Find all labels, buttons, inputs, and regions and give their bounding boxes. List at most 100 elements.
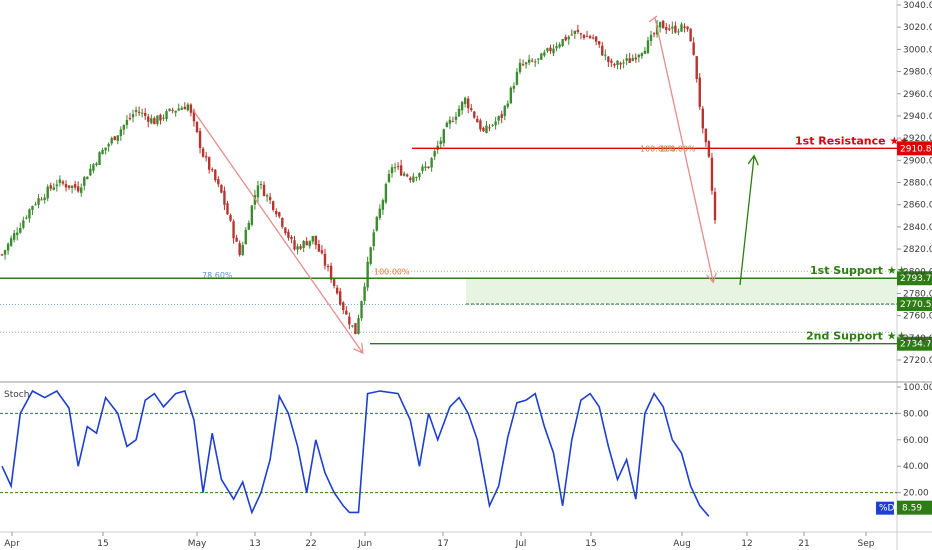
candle-body [348, 316, 351, 325]
candle-body [351, 325, 354, 327]
support-2-price-tag [897, 336, 932, 351]
candle-body [454, 116, 458, 120]
candle-body [226, 203, 229, 215]
candle-body [320, 250, 324, 254]
candle-body [34, 204, 37, 206]
stoch-d-line [1, 389, 710, 517]
candle-body [634, 57, 637, 60]
candle-body [238, 243, 241, 255]
candle-body [201, 148, 205, 157]
candle-body [686, 26, 689, 30]
resistance-1-price-tag-text: 2910.8 [900, 144, 932, 154]
candle-body [534, 61, 537, 63]
candle-body [598, 41, 601, 45]
candle-body [543, 52, 546, 56]
candle-body [134, 109, 138, 112]
candle-body [195, 121, 199, 133]
time-axis: Apr 15 May 13 22 Jun 17 Jul 15 Aug 12 21 Sep [4, 532, 875, 549]
time-tick-label: 12 [741, 539, 752, 549]
decline-arrow-may [192, 109, 362, 352]
candle-body [418, 172, 421, 178]
support-zone [466, 278, 897, 304]
support-zone-price-tag [897, 296, 932, 311]
candle-body [442, 129, 446, 144]
candle-body [308, 240, 311, 247]
candle-body [406, 174, 409, 177]
candle-body [378, 208, 382, 219]
candle-body [265, 195, 269, 197]
stoch-tick-label: 80.00 [903, 409, 929, 419]
price-tick-label: 3020.0 [903, 23, 932, 33]
candle-body [607, 56, 610, 63]
candle-body [211, 169, 214, 171]
sr-levels[interactable]: 1st Resistance ★★2910.8 1st Support ★★279… [0, 134, 932, 351]
candle-body [713, 191, 717, 221]
candle-body [372, 232, 375, 247]
candle-body [460, 101, 464, 111]
candle-body [399, 165, 403, 176]
stoch-value-tag [897, 500, 932, 515]
candle-body [189, 104, 193, 113]
candle-body [451, 121, 455, 123]
candle-body [186, 104, 190, 111]
candle-body [485, 125, 488, 134]
candle-body [95, 163, 98, 165]
candle-body [40, 199, 43, 201]
price-tick-label: 2800.0 [903, 267, 932, 277]
candle-body [683, 26, 686, 28]
candle-body [457, 108, 461, 117]
time-tick-label: Sep [858, 539, 875, 549]
time-tick-label: 22 [305, 539, 316, 549]
candle-body [631, 58, 634, 61]
time-tick-label: 15 [585, 539, 596, 549]
candle-body [311, 235, 314, 242]
candle-body [92, 164, 95, 171]
candle-body [381, 200, 385, 210]
stoch-label: Stoch [4, 390, 29, 400]
price-tick-label: 2920.0 [903, 134, 932, 144]
candle-body [204, 156, 208, 158]
candle-body [250, 205, 254, 225]
candle-body [491, 124, 494, 126]
candle-body [412, 176, 415, 182]
candle-body [16, 232, 19, 236]
candle-body [296, 246, 299, 250]
price-tick-label: 2760.0 [903, 312, 932, 322]
candle-body [662, 20, 665, 29]
candle-body [665, 27, 668, 31]
time-tick-label: Jul [515, 539, 527, 549]
candle-body [445, 122, 449, 128]
candle-body [512, 85, 516, 89]
decline-arrow-aug-tail [648, 15, 658, 23]
candle-body [67, 185, 71, 188]
candle-body [424, 166, 427, 169]
candle-body [625, 58, 628, 61]
candle-body [549, 47, 552, 52]
candle-body [284, 227, 287, 234]
candle-body [540, 53, 543, 60]
candle-body [52, 187, 55, 190]
support-1-label: 1st Support ★★ [810, 264, 907, 277]
candle-body [22, 220, 25, 228]
candle-body [229, 215, 232, 221]
candle-body [28, 209, 31, 219]
candle-body [6, 243, 10, 251]
time-tick-label: 13 [249, 539, 260, 549]
candle-body [113, 136, 116, 141]
candle-body [573, 30, 577, 35]
candle-body [567, 36, 570, 40]
candle-body [561, 39, 564, 46]
candle-body [470, 108, 473, 110]
candle-body [354, 323, 357, 335]
price-tick-label: 2840.0 [903, 223, 932, 233]
candle-body [515, 71, 519, 85]
candle-body [80, 187, 83, 193]
candle-body [677, 31, 680, 33]
candle-body [156, 115, 159, 125]
price-tick-label: 2940.0 [903, 112, 932, 122]
support-2-price-tag-text: 2734.7 [900, 340, 932, 350]
candle-body [421, 166, 424, 171]
candle-body [476, 118, 479, 123]
price-tick-label: 2860.0 [903, 201, 932, 211]
